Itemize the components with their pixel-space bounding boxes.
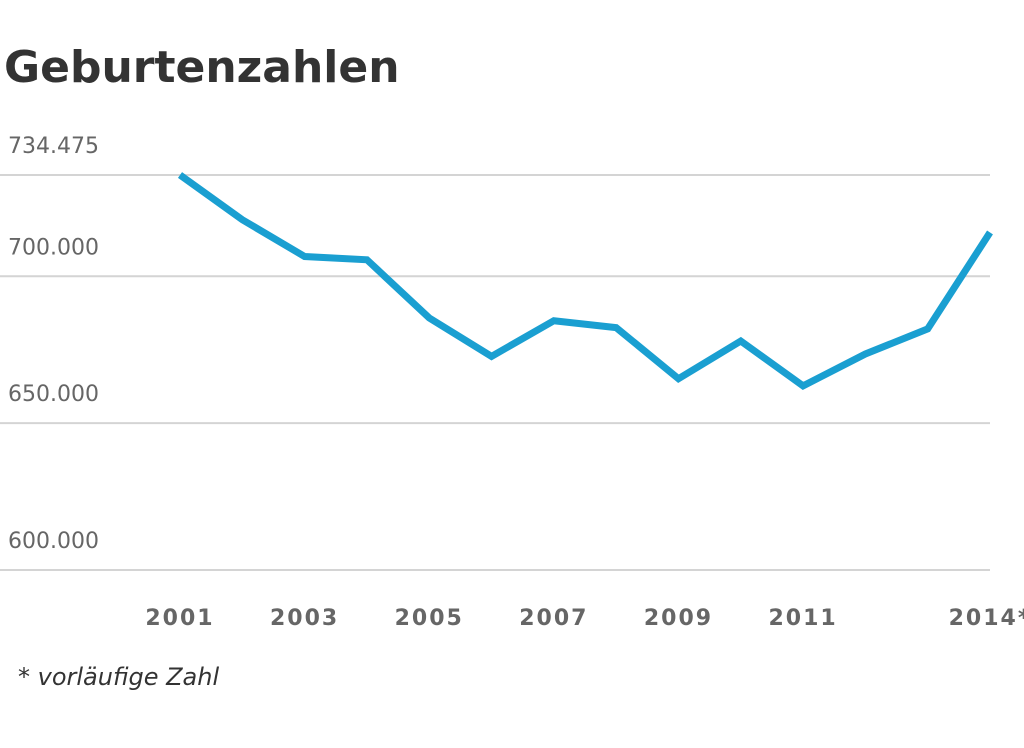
y-tick-label: 734.475 bbox=[8, 134, 99, 159]
x-tick-label: 2001 bbox=[145, 606, 214, 631]
y-tick-label: 600.000 bbox=[8, 529, 99, 554]
x-tick-label: 2009 bbox=[644, 606, 713, 631]
y-tick-label: 650.000 bbox=[8, 382, 99, 407]
x-tick-label: 2005 bbox=[395, 606, 464, 631]
x-tick-label: 2003 bbox=[270, 606, 339, 631]
chart-title: Geburtenzahlen bbox=[4, 42, 400, 93]
y-tick-label: 700.000 bbox=[8, 235, 99, 260]
footnote: * vorläufige Zahl bbox=[18, 663, 219, 691]
data-line bbox=[177, 172, 993, 390]
x-tick-label: 2014* bbox=[949, 606, 1024, 631]
x-tick-label: 2011 bbox=[768, 606, 837, 631]
x-tick-label: 2007 bbox=[519, 606, 588, 631]
